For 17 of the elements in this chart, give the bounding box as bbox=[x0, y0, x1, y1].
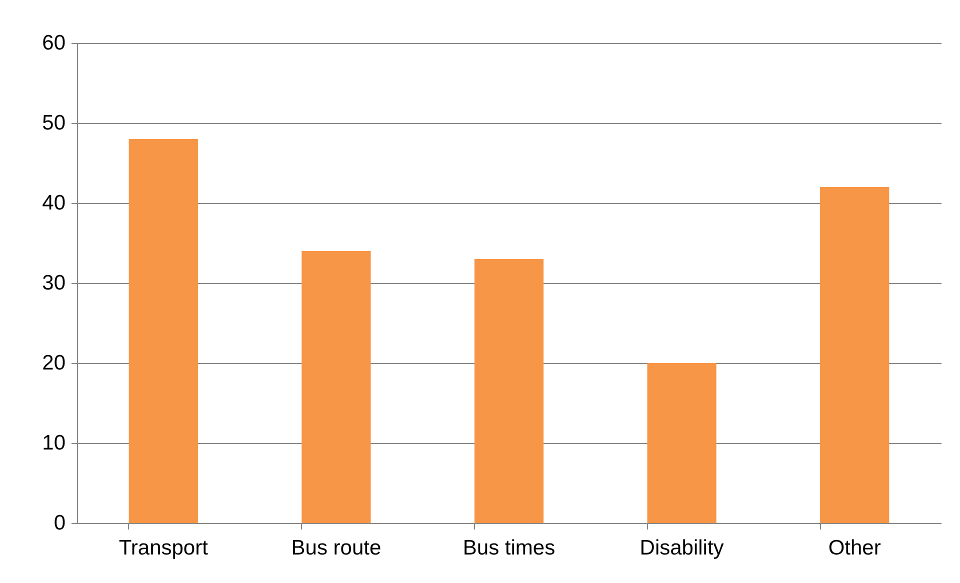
x-tick-label: Bus times bbox=[462, 536, 556, 560]
bar bbox=[820, 187, 890, 523]
y-tick-label: 30 bbox=[42, 272, 66, 294]
bar bbox=[647, 363, 716, 523]
bar bbox=[302, 251, 371, 523]
x-tick-label: Other bbox=[828, 536, 881, 560]
bar bbox=[128, 139, 198, 523]
y-tick-label: 50 bbox=[42, 112, 66, 134]
x-tick-label: Bus route bbox=[291, 536, 382, 560]
x-tick-label: Transport bbox=[118, 536, 208, 560]
y-tick-label: 60 bbox=[42, 32, 66, 54]
y-tick-label: 40 bbox=[42, 192, 66, 214]
x-tick-label: Disability bbox=[640, 536, 724, 560]
y-tick-label: 20 bbox=[42, 352, 66, 374]
y-tick-label: 10 bbox=[42, 432, 66, 454]
y-tick-label: 0 bbox=[54, 512, 66, 534]
bar bbox=[474, 259, 544, 523]
